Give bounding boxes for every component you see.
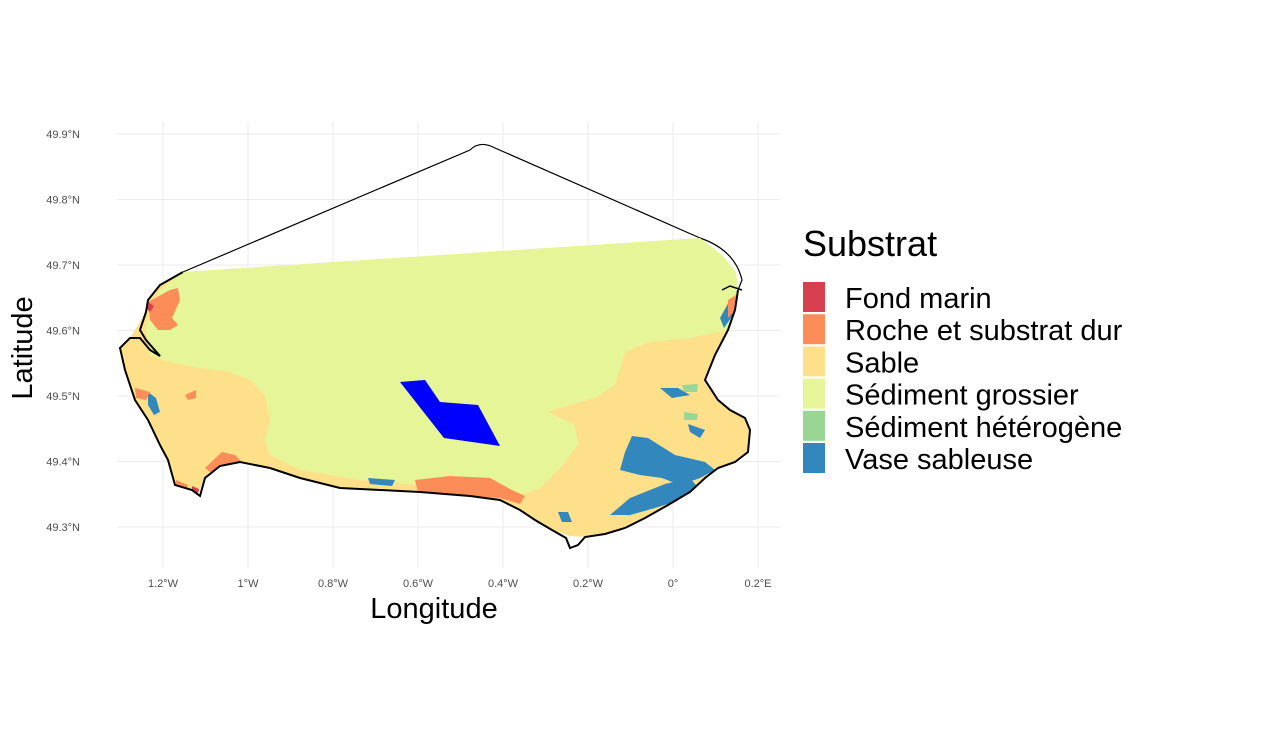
legend-label: Sédiment hétérogène bbox=[845, 412, 1122, 444]
y-axis-title: Latitude bbox=[7, 296, 39, 399]
roche-patch bbox=[728, 295, 736, 318]
roche-patch bbox=[205, 452, 245, 472]
roche-patch bbox=[135, 388, 150, 400]
substrate-layers bbox=[120, 238, 750, 537]
legend-swatch bbox=[803, 410, 825, 441]
y-tick-label: 49.4°N bbox=[46, 457, 80, 469]
vase-sableuse-patch bbox=[368, 478, 395, 486]
legend-swatch bbox=[803, 443, 825, 473]
y-axis-ticks: 49.9°N 49.8°N 49.7°N 49.6°N 49.5°N 49.4°N 49.3… bbox=[46, 129, 80, 534]
sediment-heterogene-patch bbox=[684, 412, 698, 420]
x-tick-label: 0.4°W bbox=[488, 578, 519, 590]
x-tick-label: 0° bbox=[668, 578, 679, 590]
x-tick-label: 0.2°W bbox=[573, 578, 604, 590]
legend-label: Fond marin bbox=[845, 283, 992, 315]
vase-sableuse-patch bbox=[688, 424, 705, 438]
highlighted-zone bbox=[400, 380, 500, 446]
vase-sableuse-patch bbox=[148, 392, 160, 415]
y-tick-label: 49.5°N bbox=[46, 391, 80, 403]
x-tick-label: 1°W bbox=[238, 578, 260, 590]
legend-label: Sable bbox=[845, 347, 919, 379]
roche-patch bbox=[415, 476, 525, 504]
legend-swatch bbox=[803, 378, 825, 409]
legend-title: Substrat bbox=[803, 223, 937, 264]
y-tick-label: 49.9°N bbox=[46, 129, 80, 141]
x-tick-label: 0.8°W bbox=[318, 578, 349, 590]
roche-patch bbox=[185, 390, 196, 400]
legend-label: Sédiment grossier bbox=[845, 380, 1079, 412]
sediment-grossier-area bbox=[146, 238, 738, 495]
coastline-detail bbox=[721, 285, 743, 291]
vase-sableuse-patch bbox=[660, 388, 690, 398]
x-axis-title: Longitude bbox=[370, 593, 497, 625]
vase-sableuse-patch bbox=[558, 512, 572, 522]
roche-patch bbox=[148, 288, 180, 330]
legend-swatch bbox=[803, 314, 825, 345]
coastline bbox=[118, 271, 752, 550]
vase-sableuse-patch bbox=[610, 478, 700, 515]
legend-swatch bbox=[803, 282, 825, 312]
y-tick-label: 49.3°N bbox=[46, 522, 80, 534]
x-tick-label: 0.2°E bbox=[744, 578, 771, 590]
sediment-heterogene-patch bbox=[682, 384, 698, 392]
x-axis-ticks: 1.2°W 1°W 0.8°W 0.6°W 0.4°W 0.2°W 0° 0.2°E bbox=[148, 578, 772, 590]
vase-sableuse-patch bbox=[620, 436, 715, 485]
y-tick-label: 49.7°N bbox=[46, 260, 80, 272]
y-tick-label: 49.6°N bbox=[46, 326, 80, 338]
legend-swatch bbox=[803, 346, 825, 377]
legend-label: Vase sableuse bbox=[845, 444, 1033, 476]
y-tick-label: 49.8°N bbox=[46, 195, 80, 207]
x-tick-label: 1.2°W bbox=[148, 578, 179, 590]
x-tick-label: 0.6°W bbox=[403, 578, 434, 590]
legend-label: Roche et substrat dur bbox=[845, 315, 1123, 347]
